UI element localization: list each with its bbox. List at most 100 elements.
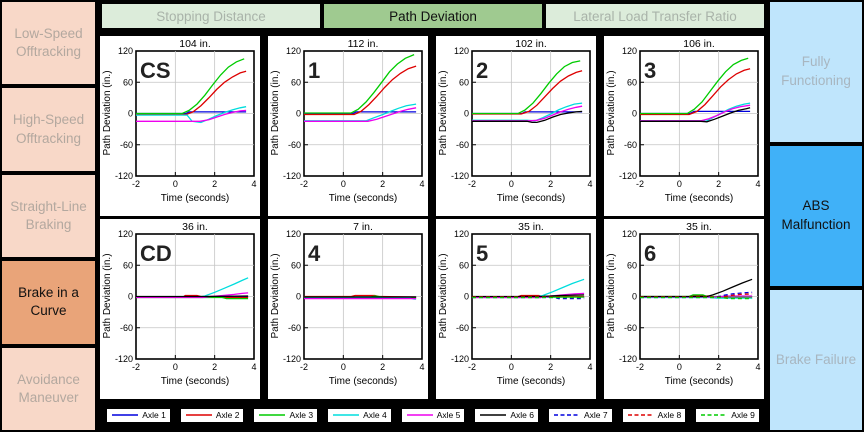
svg-text:60: 60: [627, 77, 637, 87]
svg-text:-120: -120: [115, 354, 133, 364]
condition-item-fully-functioning[interactable]: Fully Functioning: [768, 0, 864, 144]
chart-corner-label: CS: [140, 58, 171, 83]
svg-text:120: 120: [286, 229, 301, 239]
maneuver-sidebar: Low-Speed Offtracking High-Speed Offtrack…: [0, 0, 97, 432]
svg-text:0: 0: [677, 179, 682, 189]
y-axis-label: Path Deviation (in.): [102, 70, 113, 155]
svg-text:60: 60: [291, 260, 301, 270]
svg-text:60: 60: [459, 260, 469, 270]
svg-text:2: 2: [380, 362, 385, 372]
chart-corner-label: 2: [476, 58, 488, 83]
svg-text:0: 0: [173, 362, 178, 372]
svg-text:-120: -120: [451, 354, 469, 364]
series-axle-6: [472, 294, 585, 298]
sidebar-item-brake-in-a-curve[interactable]: Brake in a Curve: [0, 259, 97, 346]
series-axle-5: [472, 105, 583, 122]
svg-text:-60: -60: [456, 323, 469, 333]
x-axis-label: Time (seconds): [329, 376, 398, 387]
chart-title: 106 in.: [683, 38, 715, 50]
tab-stopping-distance[interactable]: Stopping Distance: [100, 2, 322, 30]
svg-text:-60: -60: [120, 323, 133, 333]
svg-text:0: 0: [509, 362, 514, 372]
tab-lateral-load-transfer-ratio[interactable]: Lateral Load Transfer Ratio: [544, 2, 766, 30]
chart-panel-1: 112 in. 120 60 0 -60 -120 -2 0 2 4 Time (seconds) P…: [268, 36, 428, 216]
series-axle-6: [136, 295, 249, 298]
legend-label: Axle 4: [363, 410, 387, 420]
svg-text:120: 120: [286, 46, 301, 56]
x-axis-label: Time (seconds): [161, 193, 230, 204]
axle-legend: Axle 1 Axle 2 Axle 3 Axle 4 Axle 5 Axle 6 Axle…: [100, 405, 766, 425]
y-axis-label: Path Deviation (in.): [438, 253, 449, 338]
svg-text:-120: -120: [115, 171, 133, 181]
x-axis-label: Time (seconds): [497, 193, 566, 204]
chart-corner-label: 3: [644, 58, 656, 83]
svg-text:0: 0: [296, 292, 301, 302]
chart-title: 36 in.: [182, 221, 208, 233]
svg-text:-2: -2: [636, 362, 644, 372]
y-axis-label: Path Deviation (in.): [438, 70, 449, 155]
chart-panel-2: 102 in. 120 60 0 -60 -120 -2 0 2 4 Time (seconds) P…: [436, 36, 596, 216]
svg-text:60: 60: [123, 260, 133, 270]
legend-item-axle-2: Axle 2: [179, 407, 245, 423]
svg-text:4: 4: [251, 179, 256, 189]
chart-panel-6: 35 in. 120 60 0 -60 -120 -2 0 2 4 Time (seconds) Pa…: [604, 219, 764, 399]
legend-item-axle-5: Axle 5: [400, 407, 466, 423]
x-axis-label: Time (seconds): [665, 376, 734, 387]
series-axle-3: [472, 60, 581, 115]
legend-item-axle-3: Axle 3: [253, 407, 319, 423]
series-axle-9: [640, 296, 753, 300]
chart-panel-4: 7 in. 120 60 0 -60 -120 -2 0 2 4 Time (seconds) Pat…: [268, 219, 428, 399]
series-axle-2: [472, 70, 583, 115]
svg-text:-2: -2: [468, 362, 476, 372]
condition-sidebar: Fully Functioning ABS Malfunction Brake Fa…: [768, 0, 864, 432]
condition-item-abs-malfunction[interactable]: ABS Malfunction: [768, 144, 864, 288]
legend-label: Axle 5: [436, 410, 461, 420]
legend-item-axle-9: Axle 9: [695, 407, 760, 423]
series-axle-3: [640, 57, 749, 115]
condition-item-brake-failure[interactable]: Brake Failure: [768, 288, 864, 432]
tab-path-deviation[interactable]: Path Deviation: [322, 2, 544, 30]
svg-text:4: 4: [251, 362, 256, 372]
svg-text:120: 120: [454, 229, 469, 239]
series-axle-6: [640, 107, 751, 123]
legend-item-axle-8: Axle 8: [621, 407, 687, 423]
svg-text:0: 0: [128, 109, 133, 119]
svg-text:-60: -60: [288, 323, 301, 333]
svg-text:-60: -60: [456, 140, 469, 150]
x-axis-label: Time (seconds): [497, 376, 566, 387]
svg-text:4: 4: [419, 362, 424, 372]
svg-text:60: 60: [123, 77, 133, 87]
y-axis-label: Path Deviation (in.): [270, 70, 281, 155]
sidebar-item-high-speed-offtracking[interactable]: High-Speed Offtracking: [0, 86, 97, 173]
sidebar-item-low-speed-offtracking[interactable]: Low-Speed Offtracking: [0, 0, 97, 87]
svg-text:0: 0: [509, 179, 514, 189]
legend-label: Axle 8: [657, 410, 682, 420]
svg-text:2: 2: [212, 362, 217, 372]
svg-text:2: 2: [716, 179, 721, 189]
svg-text:60: 60: [459, 77, 469, 87]
y-axis-label: Path Deviation (in.): [270, 253, 281, 338]
chart-title: 7 in.: [353, 221, 373, 233]
svg-text:0: 0: [128, 292, 133, 302]
svg-text:-60: -60: [120, 140, 133, 150]
svg-text:4: 4: [587, 362, 592, 372]
svg-text:-120: -120: [619, 354, 637, 364]
svg-text:120: 120: [118, 46, 133, 56]
svg-text:-120: -120: [619, 171, 637, 181]
sidebar-item-avoidance-maneuver[interactable]: Avoidance Maneuver: [0, 345, 97, 432]
series-axle-5: [640, 104, 751, 122]
series-axle-2: [136, 70, 247, 116]
svg-text:0: 0: [296, 109, 301, 119]
chart-title: 112 in.: [348, 38, 379, 50]
svg-text:2: 2: [548, 362, 553, 372]
x-axis-label: Time (seconds): [329, 193, 398, 204]
x-axis-label: Time (seconds): [161, 376, 230, 387]
sidebar-item-straight-line-braking[interactable]: Straight-Line Braking: [0, 172, 97, 260]
svg-text:0: 0: [632, 292, 637, 302]
svg-text:0: 0: [632, 109, 637, 119]
svg-text:120: 120: [118, 229, 133, 239]
svg-text:-60: -60: [624, 140, 637, 150]
svg-text:-2: -2: [300, 362, 308, 372]
svg-text:120: 120: [454, 46, 469, 56]
